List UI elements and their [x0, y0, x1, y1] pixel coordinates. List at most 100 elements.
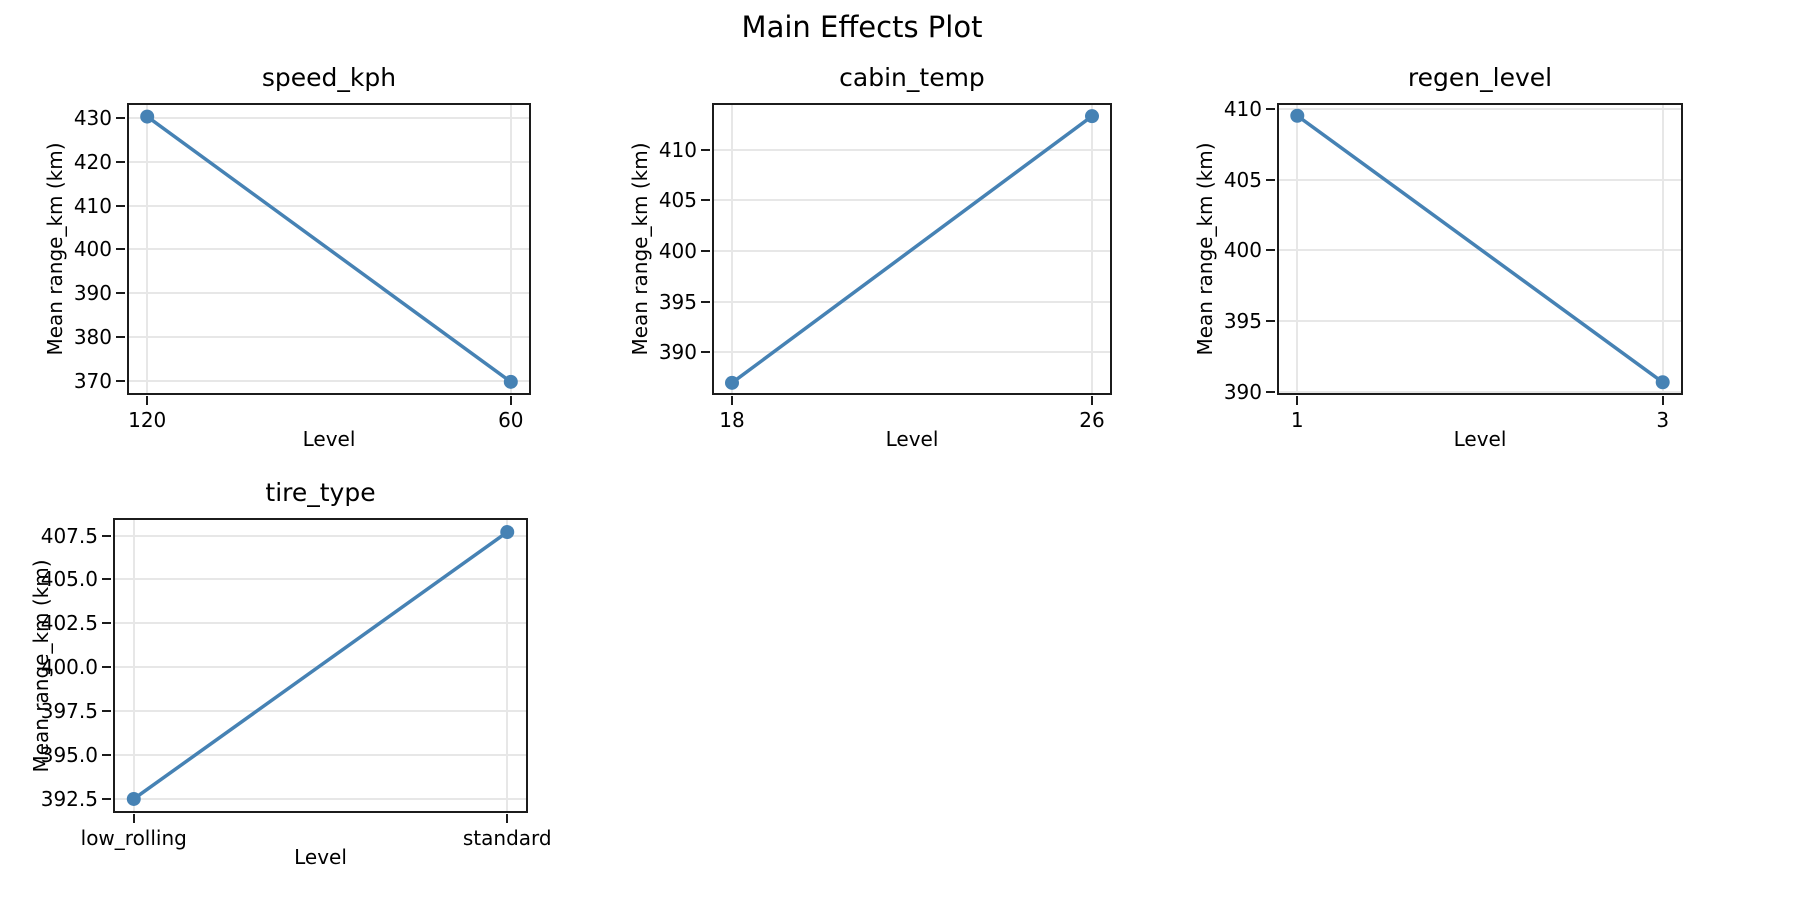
- gridline-y: [1277, 320, 1683, 323]
- y-tick-mark: [102, 534, 111, 537]
- subplot-title: cabin_temp: [839, 63, 985, 92]
- subplot-regen-level: regen_level Mean range_km (km) Level 1 3 3…: [1193, 63, 1683, 451]
- x-axis-label: Level: [885, 427, 939, 451]
- gridline-x: [132, 518, 135, 813]
- y-tick-mark: [116, 116, 125, 119]
- ticks-layer: low_rolling standard 392.5 395.0 397.5 400.0 4…: [41, 518, 552, 850]
- line-series: [725, 109, 1099, 390]
- x-tick-mark: [132, 814, 135, 823]
- x-tick-mark: [1661, 396, 1664, 405]
- x-tick-label: low_rolling: [80, 826, 187, 850]
- data-point-marker: [140, 109, 155, 124]
- y-tick-label: 405: [658, 188, 697, 213]
- data-point-marker: [503, 374, 518, 389]
- y-tick-label: 392.5: [40, 786, 98, 811]
- x-axis-label: Level: [302, 427, 356, 451]
- x-axis-label: Level: [1453, 427, 1507, 451]
- data-point-marker: [1290, 108, 1305, 123]
- line-series: [1290, 108, 1670, 390]
- gridline-y: [127, 116, 531, 119]
- gridline-x: [731, 103, 733, 395]
- gridline-y: [113, 797, 528, 800]
- y-tick-mark: [701, 351, 710, 354]
- y-tick-mark: [701, 199, 710, 202]
- ticks-layer: 1 3 390 395 400 405 410: [1224, 97, 1683, 432]
- data-point-marker: [1085, 109, 1099, 124]
- y-tick-label: 390: [658, 340, 697, 365]
- y-axis-label: Mean range_km (km): [1193, 142, 1217, 356]
- y-tick-label: 410: [73, 193, 112, 218]
- y-tick-label: 405.0: [40, 567, 98, 592]
- y-tick-mark: [116, 204, 125, 207]
- y-tick-label: 395.0: [40, 743, 98, 768]
- y-tick-label: 420: [73, 149, 112, 174]
- y-tick-mark: [701, 148, 710, 151]
- y-tick-label: 400: [73, 237, 112, 262]
- y-tick-mark: [102, 797, 111, 800]
- x-tick-label: 120: [128, 408, 167, 432]
- y-tick-label: 395: [658, 289, 697, 314]
- ticks-layer: 18 26 390 395 400 405 410: [659, 103, 1112, 432]
- y-tick-mark: [116, 379, 125, 382]
- gridline-y: [1277, 178, 1683, 181]
- gridline-x: [1296, 103, 1299, 395]
- x-tick-label: 26: [1079, 408, 1105, 432]
- gridline-y: [113, 534, 528, 537]
- subplot-title: speed_kph: [261, 63, 397, 92]
- x-tick-mark: [731, 396, 733, 405]
- gridline-y: [113, 754, 528, 757]
- series-line: [145, 114, 513, 384]
- y-tick-label: 405: [1223, 167, 1262, 192]
- y-tick-label: 370: [73, 368, 112, 393]
- subplot-tire-type: tire_type Mean range_km (km) Level low_r…: [29, 478, 552, 869]
- gridline-x: [1661, 103, 1664, 395]
- x-tick-mark: [506, 814, 509, 823]
- y-tick-mark: [1266, 320, 1275, 323]
- series-line: [1295, 114, 1665, 384]
- gridline-y: [113, 578, 528, 581]
- y-tick-label: 390: [1223, 380, 1262, 405]
- x-tick-label: 3: [1656, 408, 1670, 432]
- y-tick-mark: [701, 250, 710, 253]
- data-point-marker: [725, 375, 739, 390]
- series-line: [132, 530, 509, 801]
- y-tick-label: 395: [1223, 309, 1262, 334]
- gridline-y: [127, 160, 531, 163]
- y-tick-label: 390: [73, 281, 112, 306]
- gridline-y: [712, 351, 1112, 354]
- y-tick-mark: [102, 666, 111, 669]
- x-tick-label: standard: [462, 826, 552, 850]
- y-tick-mark: [116, 336, 125, 339]
- y-tick-label: 407.5: [40, 523, 98, 548]
- gridline-y: [127, 379, 531, 382]
- y-tick-mark: [116, 292, 125, 295]
- x-tick-label: 1: [1290, 408, 1304, 432]
- y-tick-mark: [701, 300, 710, 303]
- subplot-cabin-temp: cabin_temp Mean range_km (km) Level 18 26…: [628, 63, 1112, 451]
- gridline-y: [1277, 107, 1683, 110]
- gridline-y: [113, 622, 528, 625]
- gridline-y: [712, 199, 1112, 202]
- x-tick-label: 60: [498, 408, 524, 432]
- y-tick-mark: [102, 710, 111, 713]
- y-tick-mark: [1266, 249, 1275, 252]
- x-tick-mark: [1091, 396, 1093, 405]
- gridline-y: [1277, 391, 1683, 394]
- gridline-y: [127, 292, 531, 295]
- figure-title: Main Effects Plot: [741, 10, 983, 44]
- gridline-y: [712, 300, 1112, 303]
- y-tick-mark: [116, 248, 125, 251]
- gridline-y: [127, 336, 531, 339]
- data-point-marker: [126, 791, 141, 806]
- series-line: [730, 114, 1094, 385]
- y-tick-label: 400.0: [40, 655, 98, 680]
- y-tick-label: 400: [658, 239, 697, 264]
- y-tick-mark: [1266, 391, 1275, 394]
- y-tick-label: 402.5: [40, 611, 98, 636]
- y-tick-label: 410: [1223, 96, 1262, 121]
- x-tick-mark: [509, 396, 512, 405]
- y-tick-mark: [102, 578, 111, 581]
- x-tick-mark: [1296, 396, 1299, 405]
- y-axis-label: Mean range_km (km): [43, 142, 67, 356]
